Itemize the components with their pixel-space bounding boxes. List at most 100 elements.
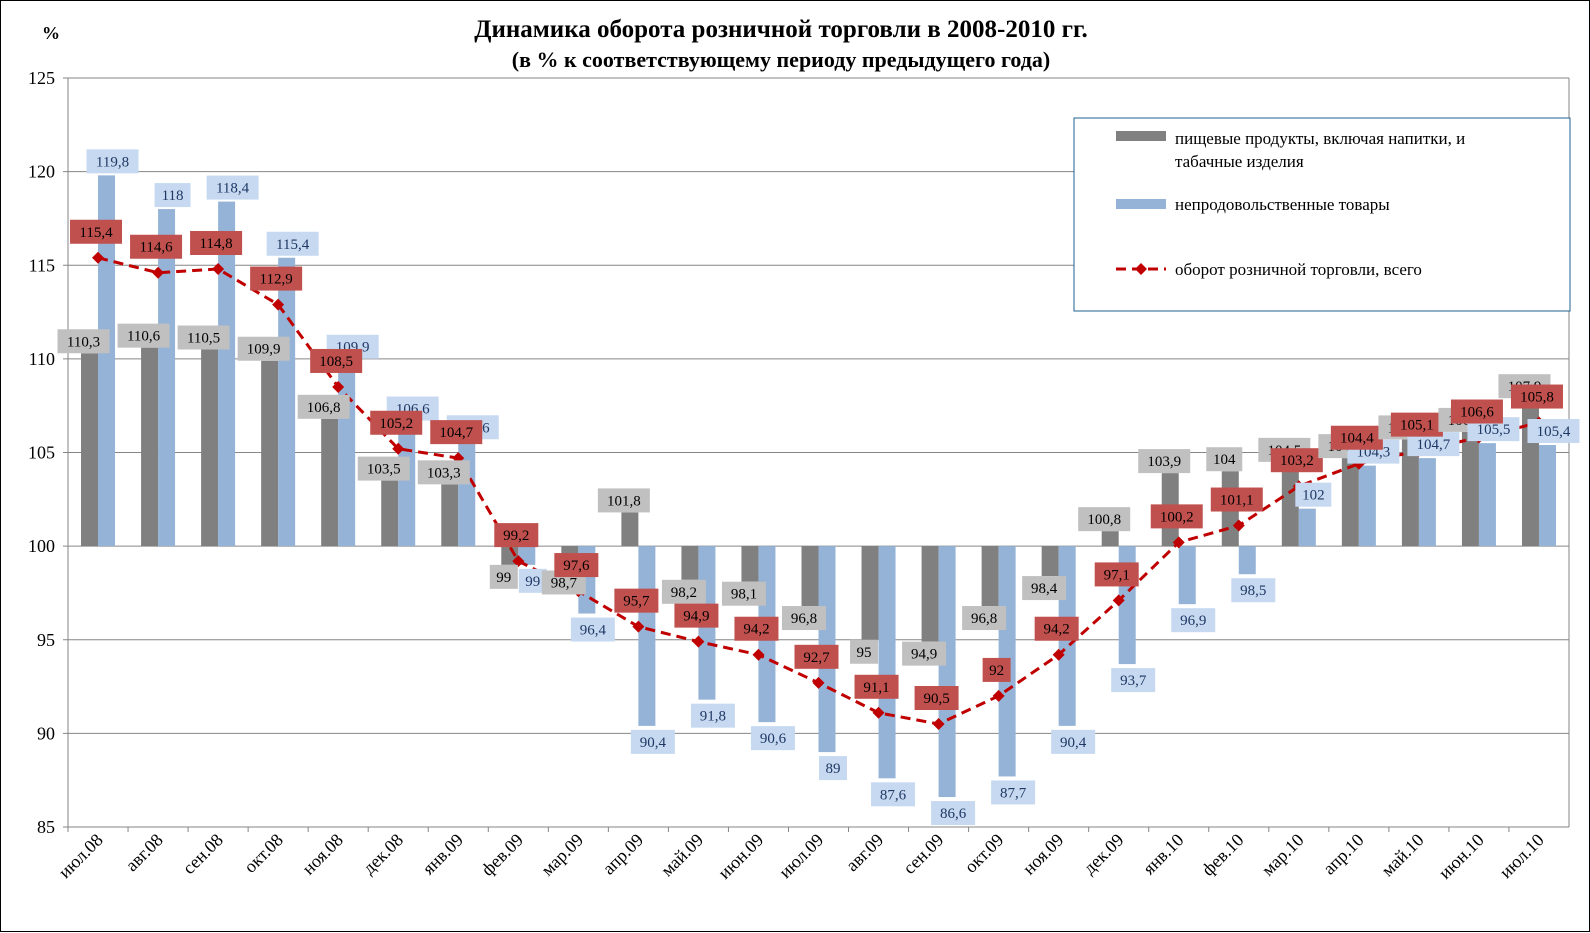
data-label-nonfood: 105,4 (1527, 419, 1580, 444)
data-label-food-text: 106,8 (307, 400, 341, 416)
data-label-nonfood-bg (630, 729, 675, 754)
data-label-nonfood: 87,6 (871, 782, 916, 807)
data-label-food-text: 103,3 (427, 465, 461, 481)
data-label-total-bg (854, 674, 899, 699)
data-label-food-bg (357, 456, 410, 481)
bar-nonfood (218, 201, 236, 547)
chart-title: Динамика оборота розничной торговли в 20… (474, 16, 1088, 43)
data-label-nonfood-bg (1295, 482, 1332, 507)
data-label-nonfood-bg (1111, 668, 1156, 693)
data-label-total: 94,2 (1034, 616, 1079, 641)
data-label-nonfood-text: 90,4 (640, 735, 667, 751)
bar-food (321, 418, 339, 547)
data-label-total-bg (494, 523, 539, 548)
bars (81, 175, 1556, 798)
total-line-marker (1232, 519, 1245, 532)
data-label-total-bg (554, 553, 599, 578)
data-label-total-text: 92,7 (803, 650, 830, 666)
x-tick-label: янв.09 (418, 830, 467, 879)
data-label-food-bg (902, 641, 947, 666)
bar-food (441, 484, 459, 547)
data-label-nonfood-text: 93,7 (1120, 673, 1147, 689)
data-label-total-bg (794, 644, 839, 669)
data-label-food: 98,2 (661, 579, 706, 604)
total-line-marker (392, 442, 405, 455)
bar-food (261, 360, 279, 547)
x-tick-label: апр.09 (598, 830, 647, 879)
data-label-nonfood: 96,4 (570, 617, 615, 642)
data-label-total: 97,1 (1094, 562, 1139, 587)
bar-nonfood (158, 209, 176, 547)
bar-nonfood (638, 546, 656, 726)
bar-nonfood (98, 175, 116, 547)
data-label-food-text: 98,1 (731, 587, 757, 603)
data-label-total-bg (1330, 425, 1383, 450)
data-label-food-bg (597, 488, 650, 513)
data-label-food-text: 98,7 (551, 575, 578, 591)
data-label-food-text: 103,5 (367, 462, 401, 478)
bar-food (81, 353, 99, 547)
data-label-total: 99,2 (494, 523, 539, 548)
data-label-total: 104,7 (430, 420, 483, 445)
data-label-food-text: 101,8 (607, 493, 641, 509)
data-label-nonfood: 98,5 (1231, 578, 1276, 603)
data-label-food: 98,4 (1022, 576, 1067, 601)
data-label-nonfood-bg (206, 175, 259, 200)
data-label-total-text: 112,9 (260, 272, 293, 288)
data-label-nonfood: 86,6 (931, 801, 976, 826)
data-label-food-bg (417, 460, 470, 485)
data-label-total-bg (1270, 448, 1323, 473)
total-line-marker (632, 620, 645, 633)
data-label-total: 103,2 (1270, 448, 1323, 473)
bar-nonfood (1238, 546, 1256, 575)
data-label-nonfood-bg (991, 780, 1036, 805)
data-label-total: 95,7 (614, 588, 659, 613)
bar-food (1461, 431, 1479, 547)
bar-food (1281, 461, 1299, 547)
data-label-nonfood-text: 118,4 (216, 181, 250, 197)
y-tick-label: 85 (37, 817, 55, 837)
data-label-food-bg (237, 336, 290, 361)
data-label-food-bg (489, 564, 518, 589)
x-tick-label: сен.09 (899, 830, 947, 878)
x-tick-label: мар.10 (1258, 830, 1308, 880)
data-label-total: 114,6 (130, 234, 183, 259)
y-tick-label: 125 (28, 68, 55, 88)
y-tick-label: 90 (37, 723, 55, 743)
data-label-nonfood-text: 115,4 (276, 237, 310, 253)
data-label-total: 105,1 (1390, 412, 1443, 437)
data-label-nonfood: 102 (1295, 482, 1332, 507)
x-tick-label: июн.09 (714, 830, 767, 883)
data-label-nonfood: 90,4 (630, 729, 675, 754)
data-label-nonfood-text: 105,4 (1537, 424, 1571, 440)
data-label-total: 106,6 (1450, 399, 1503, 424)
data-label-nonfood-bg (570, 617, 615, 642)
data-label-total: 94,9 (674, 603, 719, 628)
bar-food (1101, 531, 1119, 547)
data-label-nonfood-text: 99 (525, 574, 540, 590)
data-label-nonfood-bg (1051, 729, 1096, 754)
data-label-nonfood: 118,4 (206, 175, 259, 200)
data-label-total-text: 105,2 (379, 416, 413, 432)
bar-nonfood (398, 422, 416, 547)
data-label-food-text: 95 (857, 645, 872, 661)
data-label-food-bg (177, 325, 230, 350)
bar-food (681, 546, 699, 580)
x-tick-label: авг.09 (842, 830, 887, 875)
data-label-total-bg (190, 230, 243, 255)
data-label-nonfood-bg (750, 726, 795, 751)
data-label-food-text: 104 (1213, 452, 1236, 468)
total-line-marker (152, 266, 165, 279)
data-label-total-text: 95,7 (623, 594, 650, 610)
data-label-food-text: 96,8 (791, 611, 817, 627)
data-label-nonfood: 115,4 (266, 231, 319, 256)
data-label-food: 98,1 (721, 581, 766, 606)
data-label-total-bg (1390, 412, 1443, 437)
bar-nonfood (1478, 443, 1496, 547)
data-label-total-bg (130, 234, 183, 259)
data-label-total-bg (614, 588, 659, 613)
data-label-food-text: 96,8 (971, 611, 997, 627)
data-label-nonfood-text: 96,9 (1180, 613, 1206, 629)
y-tick-label: 105 (28, 443, 55, 463)
